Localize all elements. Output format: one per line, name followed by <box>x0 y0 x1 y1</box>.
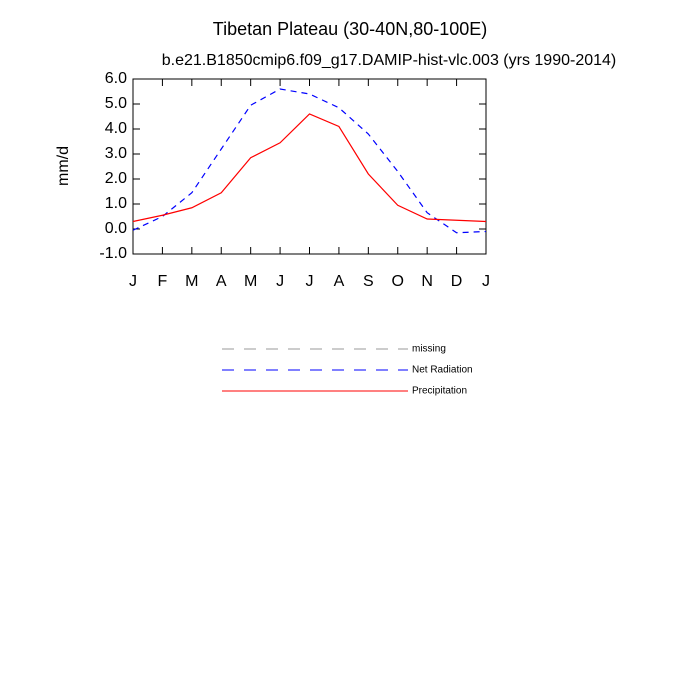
y-tick-label: 6.0 <box>105 70 127 87</box>
legend-label: Net Radiation <box>412 365 473 376</box>
y-tick-label: 5.0 <box>105 95 127 112</box>
x-tick-label: M <box>244 273 257 290</box>
legend-label: missing <box>412 344 446 355</box>
x-tick-label: S <box>363 273 374 290</box>
x-tick-label: N <box>421 273 433 290</box>
plot-frame <box>132 78 487 255</box>
x-tick-label: J <box>129 273 137 290</box>
y-tick-label: 0.0 <box>105 220 127 237</box>
x-tick-label: D <box>451 273 463 290</box>
x-tick-label: M <box>185 273 198 290</box>
y-tick-label: 3.0 <box>105 145 127 162</box>
x-tick-label: A <box>334 273 345 290</box>
chart-subtitle: b.e21.B1850cmip6.f09_g17.DAMIP-hist-vlc.… <box>162 52 616 69</box>
chart-title: Tibetan Plateau (30-40N,80-100E) <box>213 19 488 39</box>
legend-label: Precipitation <box>412 386 467 397</box>
series-line <box>132 88 487 234</box>
x-tick-label: O <box>392 273 404 290</box>
y-axis-label: mm/d <box>55 146 72 186</box>
x-tick-label: J <box>306 273 314 290</box>
y-tick-label: 1.0 <box>105 195 127 212</box>
x-tick-label: F <box>158 273 168 290</box>
y-tick-label: 4.0 <box>105 120 127 137</box>
x-tick-label: J <box>276 273 284 290</box>
x-tick-label: J <box>482 273 490 290</box>
y-tick-label: -1.0 <box>99 245 127 262</box>
y-tick-label: 2.0 <box>105 170 127 187</box>
series-line <box>132 113 487 223</box>
x-tick-label: A <box>216 273 227 290</box>
